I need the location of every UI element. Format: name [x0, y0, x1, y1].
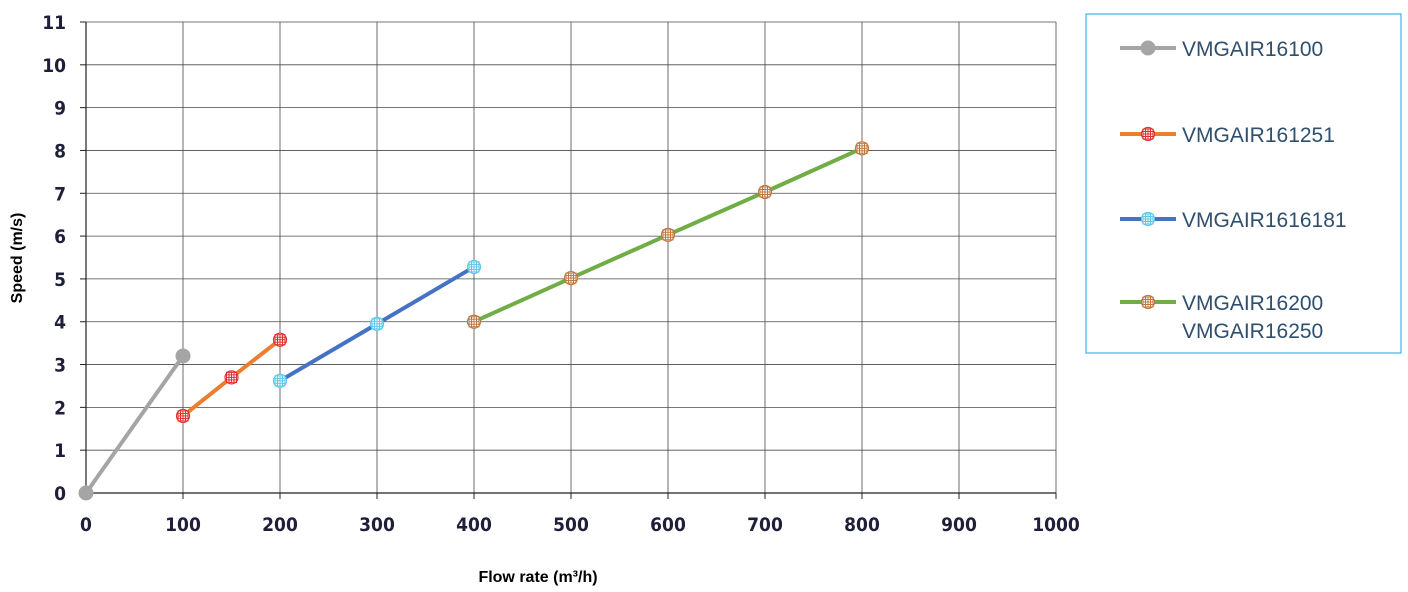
y-tick-label: 1 — [54, 440, 66, 462]
legend-box — [1085, 13, 1402, 354]
legend-marker — [1140, 126, 1156, 142]
legend-marker — [1140, 211, 1156, 227]
y-tick-label: 3 — [54, 355, 66, 377]
legend-entry-4: VMGAIR16200 VMGAIR16250 — [1120, 292, 1323, 343]
legend-entry-3: VMGAIR1616181 — [1120, 209, 1347, 232]
data-point — [175, 348, 191, 364]
legend-entry-2: VMGAIR161251 — [1120, 124, 1335, 147]
y-tick-label: 11 — [42, 12, 66, 34]
y-tick-label: 7 — [54, 183, 66, 205]
data-point — [757, 184, 773, 200]
y-axis-title: Speed (m/s) — [9, 213, 26, 304]
x-axis-title: Flow rate (m³/h) — [478, 569, 597, 586]
legend-entry-1: VMGAIR16100 — [1120, 38, 1323, 61]
legend-label: VMGAIR16200 — [1182, 292, 1323, 315]
legend-label: VMGAIR161251 — [1182, 124, 1335, 147]
gridlines — [85, 21, 1057, 494]
y-tick-label: 5 — [54, 269, 66, 291]
data-point — [563, 270, 579, 286]
x-tick-label: 400 — [456, 514, 492, 536]
data-point — [466, 314, 482, 329]
axes — [80, 21, 1057, 499]
legend: VMGAIR16100 VMGAIR161251 VMGAIR1616181 VMGA… — [1085, 13, 1402, 354]
series-lines — [78, 141, 870, 501]
y-tick-label: 2 — [54, 397, 66, 419]
x-tick-label: 100 — [165, 514, 201, 536]
data-point — [466, 259, 482, 275]
legend-marker — [1140, 40, 1156, 56]
legend-label: VMGAIR1616181 — [1182, 209, 1347, 232]
x-tick-label: 300 — [359, 514, 395, 536]
y-tick-label: 0 — [54, 483, 66, 505]
x-tick-label: 0 — [80, 514, 92, 536]
data-point — [369, 316, 385, 331]
x-tick-labels: 0 100 200 300 400 500 600 700 800 900 1000 — [80, 514, 1080, 536]
x-tick-label: 500 — [553, 514, 589, 536]
data-point — [175, 408, 191, 424]
data-point — [224, 370, 239, 385]
y-tick-label: 4 — [54, 312, 66, 334]
data-point — [854, 141, 870, 156]
series-line-1 — [84, 354, 185, 495]
y-tick-label: 6 — [54, 226, 66, 248]
x-tick-label: 600 — [650, 514, 686, 536]
y-tick-labels: 0 1 2 3 4 5 6 7 8 9 10 11 — [42, 12, 66, 505]
data-point — [272, 373, 288, 388]
x-tick-label: 900 — [941, 514, 977, 536]
legend-label: VMGAIR16250 — [1182, 320, 1323, 343]
x-tick-label: 200 — [262, 514, 298, 536]
x-tick-label: 700 — [747, 514, 783, 536]
data-point — [660, 227, 676, 242]
y-tick-label: 9 — [54, 98, 66, 120]
data-point — [272, 332, 288, 347]
legend-label: VMGAIR16100 — [1182, 38, 1323, 61]
data-point — [78, 485, 94, 501]
legend-marker — [1140, 294, 1156, 310]
x-tick-label: 800 — [844, 514, 880, 536]
x-tick-label: 1000 — [1032, 514, 1080, 536]
y-tick-label: 8 — [54, 140, 66, 162]
y-tick-label: 10 — [42, 55, 66, 77]
